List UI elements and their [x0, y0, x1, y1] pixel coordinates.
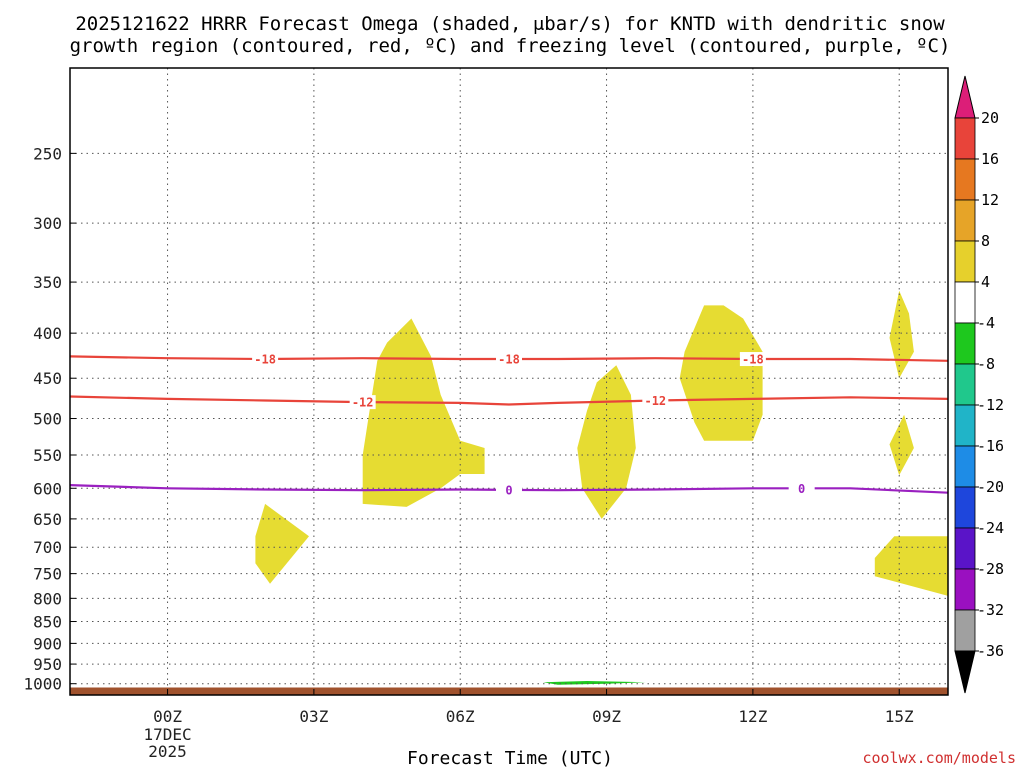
colorbar-label-1: 16: [981, 150, 999, 168]
credit-text: coolwx.com/models: [862, 749, 1016, 767]
colorbar-label-10: -24: [977, 519, 1004, 537]
y-tick-label-800: 800: [33, 589, 62, 608]
plot-frame: [69, 67, 949, 696]
chart-title-line1: 2025121622 HRRR Forecast Omega (shaded, …: [75, 13, 945, 35]
colorbar-label-9: -20: [977, 478, 1004, 496]
x-tick-label-00Z: 00Z: [153, 707, 182, 726]
colorbar-top-arrow: [954, 75, 976, 119]
contour-label-bg: [739, 352, 766, 367]
terrain-strip: [70, 687, 948, 695]
colorbar-label-3: 8: [981, 232, 990, 250]
colorbar-label-5: -4: [977, 314, 995, 332]
contour-label-bg: [788, 481, 815, 496]
colorbar-swatch-3: [954, 240, 976, 283]
y-tick-label-350: 350: [33, 273, 62, 292]
x-tick-label-09Z: 09Z: [592, 707, 621, 726]
y-tick-label-700: 700: [33, 538, 62, 557]
x-tick-sublabel-year: 2025: [148, 742, 187, 761]
colorbar-label-12: -32: [977, 601, 1004, 619]
y-tick-label-650: 650: [33, 510, 62, 529]
y-tick-label-900: 900: [33, 634, 62, 653]
contour-label-bg: [252, 352, 279, 367]
plot-inner: -18 -18 -18 -12 -12 0 0: [70, 68, 948, 695]
omega-region-1: [362, 318, 485, 507]
contour-label-0-0: -18: [254, 353, 276, 367]
x-axis-title: Forecast Time (UTC): [407, 748, 613, 768]
plot-area: -18 -18 -18 -12 -12 0 0: [70, 68, 948, 695]
omega-region-4: [889, 290, 914, 379]
y-tick-label-450: 450: [33, 369, 62, 388]
contour-label-2-0: 0: [505, 483, 512, 497]
colorbar-swatch-9: [954, 486, 976, 529]
y-tick-label-850: 850: [33, 613, 62, 632]
y-tick-label-950: 950: [33, 655, 62, 674]
y-tick-label-500: 500: [33, 410, 62, 429]
colorbar-label-7: -12: [977, 396, 1004, 414]
axes: 250 300 350 400 450 500 550 600 650 700 750 800 850 9…: [23, 67, 949, 761]
contour-label-bg: [642, 393, 669, 408]
y-tick-label-1000: 1000: [23, 675, 62, 694]
colorbar-swatch-7: [954, 404, 976, 447]
y-tick-label-750: 750: [33, 565, 62, 584]
contour-label-1-0: -12: [352, 396, 374, 410]
colorbar-label-2: 12: [981, 191, 999, 209]
y-tick-label-600: 600: [33, 479, 62, 498]
colorbar-swatch-12: [954, 609, 976, 652]
x-tick-label-06Z: 06Z: [446, 707, 475, 726]
x-tick-sublabel-date: 17DEC: [143, 725, 191, 744]
omega-region-6: [874, 536, 948, 596]
colorbar-swatch-6: [954, 363, 976, 406]
colorbar-label-11: -28: [977, 560, 1004, 578]
colorbar-label-6: -8: [977, 355, 995, 373]
contour-label-1-1: -12: [644, 394, 666, 408]
contour-label-bg: [496, 352, 522, 367]
colorbar-swatch-10: [954, 527, 976, 570]
contour-label-bg: [496, 482, 522, 497]
colorbar-label-0: 20: [981, 109, 999, 127]
omega-region-0: [255, 503, 309, 584]
y-tick-label-550: 550: [33, 446, 62, 465]
contour-line-1: [70, 395, 948, 406]
colorbar-label-4: 4: [981, 273, 990, 291]
colorbar: 20 16 12 8 4 -4 -8 -12 -16 -20 -24 -28 -32 -36: [954, 75, 1004, 694]
colorbar-swatch-8: [954, 445, 976, 488]
colorbar-label-13: -36: [977, 642, 1004, 660]
omega-region-5: [889, 414, 914, 476]
contour-label-bg: [349, 395, 376, 410]
contour-label-0-2: -18: [742, 353, 764, 367]
colorbar-swatch-0: [954, 117, 976, 160]
omega-region-7: [543, 681, 646, 685]
x-tick-label-03Z: 03Z: [299, 707, 328, 726]
colorbar-swatch-11: [954, 568, 976, 611]
contour-label-2-1: 0: [798, 482, 805, 496]
colorbar-swatch-5: [954, 322, 976, 365]
y-tick-label-300: 300: [33, 214, 62, 233]
y-tick-label-400: 400: [33, 324, 62, 343]
colorbar-label-8: -16: [977, 437, 1004, 455]
colorbar-bottom-arrow: [954, 650, 976, 694]
contour-label-0-1: -18: [498, 353, 520, 367]
colorbar-swatch-4: [954, 281, 976, 324]
chart-title-line2: growth region (contoured, red, ºC) and f…: [70, 35, 951, 57]
x-tick-label-12Z: 12Z: [738, 707, 767, 726]
x-tick-label-15Z: 15Z: [885, 707, 914, 726]
omega-region-3: [679, 305, 763, 441]
colorbar-swatch-1: [954, 158, 976, 201]
colorbar-swatch-2: [954, 199, 976, 242]
y-tick-label-250: 250: [33, 144, 62, 163]
